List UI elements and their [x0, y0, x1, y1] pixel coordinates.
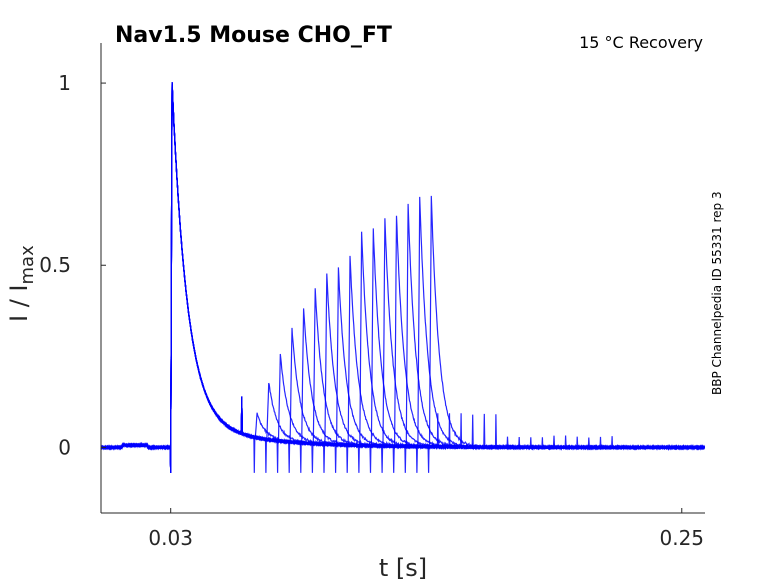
recovery-trace-10 — [100, 82, 705, 473]
y-tick-label: 1 — [58, 71, 71, 95]
x-axis-label: t [s] — [379, 554, 427, 582]
recovery-trace-1 — [100, 83, 706, 473]
recovery-trace-9 — [100, 82, 706, 473]
ticks: 0.03 0.25 0 0.5 1 — [39, 71, 704, 550]
recovery-trace-14 — [100, 82, 705, 473]
x-tick-label: 0.25 — [660, 526, 705, 550]
recovery-trace-2 — [100, 83, 706, 473]
y-tick-label: 0.5 — [39, 253, 71, 277]
y-tick-label: 0 — [58, 435, 71, 459]
source-label: BBP Channelpedia ID 55331 rep 3 — [710, 191, 724, 395]
recovery-trace-4 — [100, 82, 706, 473]
recovery-trace-6 — [100, 82, 706, 473]
recovery-trace-12 — [100, 83, 705, 473]
recovery-trace-11 — [100, 83, 705, 473]
recovery-trace-13 — [100, 82, 705, 473]
condition-label: 15 °C Recovery — [579, 33, 703, 52]
traces — [100, 82, 706, 473]
y-axis-label-main: I / I — [5, 285, 33, 323]
recovery-trace-15 — [100, 82, 705, 473]
x-tick-label: 0.03 — [148, 526, 193, 550]
recovery-trace-7 — [100, 83, 706, 473]
recovery-trace-16 — [100, 82, 706, 473]
y-axis-label-sub: max — [17, 245, 38, 285]
recovery-trace-3 — [100, 82, 706, 473]
y-axis-label: I / Imax — [5, 245, 38, 322]
chart-title: Nav1.5 Mouse CHO_FT — [115, 23, 392, 48]
recovery-trace-5 — [100, 82, 706, 473]
recovery-trace-8 — [101, 82, 705, 473]
